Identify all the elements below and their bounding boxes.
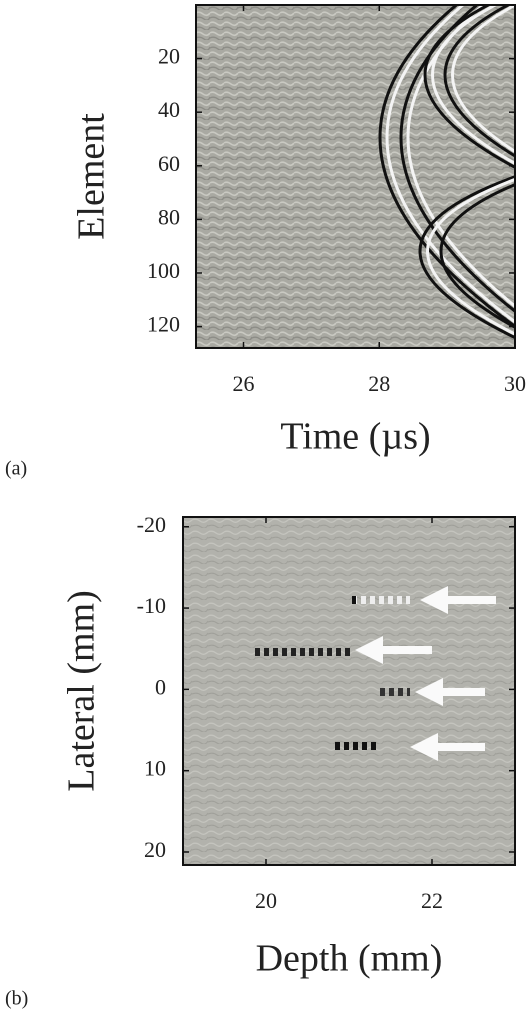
x-axis-label: Depth (mm) bbox=[256, 938, 443, 980]
y-tick-label: 20 bbox=[144, 837, 166, 862]
figure: 26283020406080100120Time (µs)Element(a)2… bbox=[0, 0, 530, 1019]
panel-label: (a) bbox=[5, 458, 27, 480]
x-tick-label: 26 bbox=[233, 371, 255, 396]
y-tick-label: 60 bbox=[158, 151, 180, 176]
page: {"panels": [ {"label": "(a)", "xlabel": … bbox=[0, 0, 530, 1019]
image-b bbox=[183, 517, 515, 865]
y-tick-label: 80 bbox=[158, 204, 180, 229]
y-tick-label: 0 bbox=[155, 674, 166, 699]
x-axis-label: Time (µs) bbox=[280, 416, 430, 458]
x-tick-label: 28 bbox=[368, 371, 390, 396]
x-tick-label: 22 bbox=[421, 888, 443, 913]
x-tick-label: 20 bbox=[255, 888, 277, 913]
y-tick-label: -10 bbox=[137, 593, 166, 618]
y-axis-label: Lateral (mm) bbox=[61, 590, 103, 792]
y-tick-label: 100 bbox=[147, 258, 180, 283]
x-tick-label: 30 bbox=[504, 371, 526, 396]
y-tick-label: 20 bbox=[158, 44, 180, 69]
y-axis-label: Element bbox=[71, 113, 113, 240]
y-tick-label: 10 bbox=[144, 756, 166, 781]
y-tick-label: -20 bbox=[137, 512, 166, 537]
y-tick-label: 120 bbox=[147, 312, 180, 337]
y-tick-label: 40 bbox=[158, 97, 180, 122]
panel-label: (b) bbox=[5, 988, 28, 1010]
image-a bbox=[196, 0, 530, 348]
